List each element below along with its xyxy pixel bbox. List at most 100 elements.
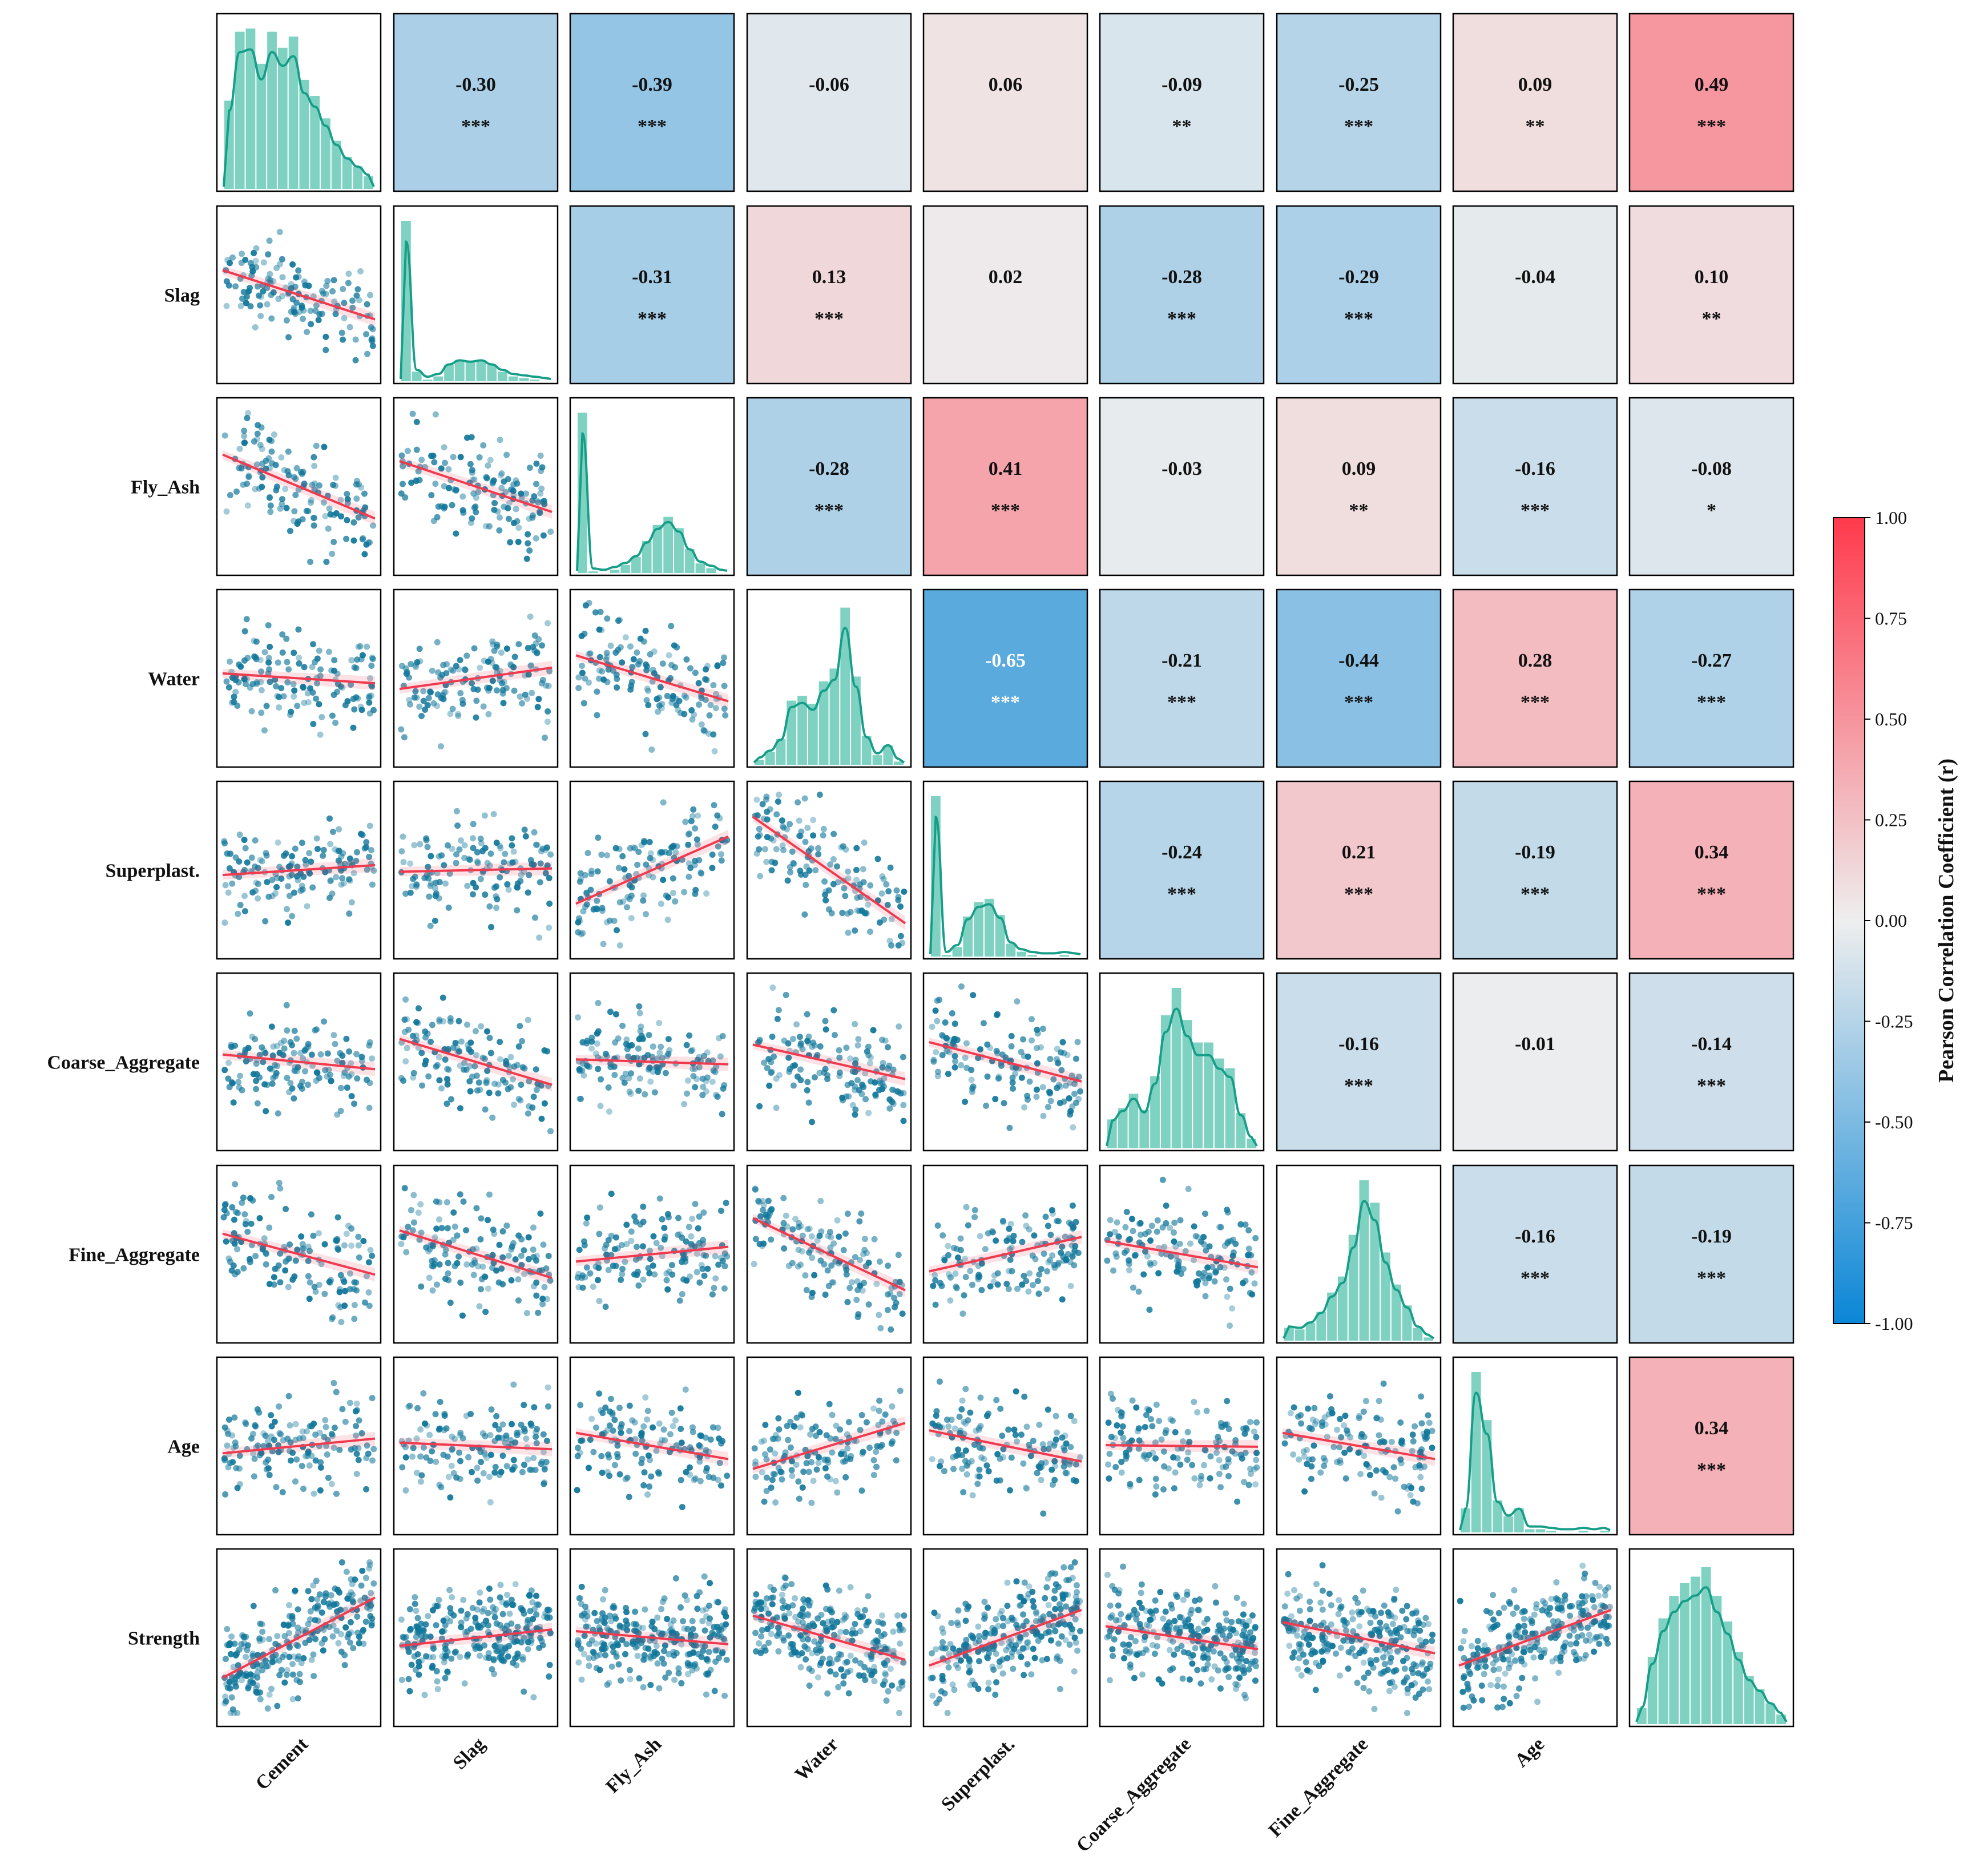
scatter-point <box>1047 1440 1054 1447</box>
scatter-point <box>605 1084 612 1091</box>
scatter-point <box>308 1656 315 1663</box>
scatter-point <box>337 1084 344 1091</box>
scatter-point <box>535 1601 542 1608</box>
scatter-point <box>854 1286 861 1293</box>
scatter-point <box>787 869 794 876</box>
scatter-point <box>221 919 228 926</box>
scatter-point <box>891 1294 898 1301</box>
scatter-point <box>1002 1054 1009 1061</box>
scatter-point <box>631 845 638 852</box>
scatter-point <box>240 1265 247 1272</box>
scatter-point <box>521 1688 527 1695</box>
correlation-value: -0.19 <box>1515 842 1555 863</box>
scatter-point <box>509 842 515 849</box>
scatter-point <box>344 496 351 503</box>
scatter-point <box>439 692 446 699</box>
scatter-point <box>471 476 478 483</box>
scatter-point <box>1127 1480 1134 1487</box>
cell-5-3 <box>746 972 912 1152</box>
scatter-point <box>670 890 677 897</box>
histogram-bar <box>851 676 861 765</box>
cell-frame <box>1099 1356 1265 1536</box>
scatter-point <box>269 1080 276 1087</box>
scatter-point <box>628 1237 635 1244</box>
scatter-point <box>481 1273 488 1280</box>
cell-2-8: -0.08* <box>1628 397 1795 576</box>
cell-frame <box>1452 780 1618 960</box>
scatter-point <box>804 1087 810 1094</box>
scatter-point <box>413 1435 420 1442</box>
cell-6-2 <box>569 1164 735 1344</box>
scatter-point <box>252 654 259 661</box>
scatter-point <box>836 1054 843 1061</box>
scatter-point <box>398 1233 405 1240</box>
scatter-point <box>1241 1479 1248 1486</box>
scatter-point <box>401 1028 408 1035</box>
scatter-point <box>661 1225 668 1232</box>
scatter-point <box>459 1435 466 1442</box>
scatter-point <box>594 712 600 719</box>
scatter-point <box>247 1258 253 1265</box>
scatter-point <box>930 1056 937 1063</box>
scatter-point <box>584 850 591 857</box>
scatter-point <box>1406 1482 1413 1489</box>
scatter-point <box>816 791 823 798</box>
scatter-point <box>596 1231 603 1237</box>
scatter-point <box>945 1252 951 1258</box>
scatter-point <box>1044 1268 1051 1275</box>
scatter-point <box>445 1474 452 1480</box>
scatter-point <box>1151 1260 1158 1266</box>
scatter-point <box>539 1296 546 1302</box>
scatter-point <box>224 256 231 263</box>
cell-2-2 <box>569 397 735 576</box>
scatter-point <box>884 902 891 909</box>
scatter-point <box>997 1477 1003 1484</box>
scatter-point <box>242 1221 249 1228</box>
scatter-point <box>1344 1430 1351 1437</box>
scatter-point <box>247 303 254 310</box>
scatter-point <box>285 1393 292 1399</box>
scatter-point <box>260 288 267 294</box>
scatter-point <box>272 890 279 897</box>
scatter-point <box>229 1204 236 1211</box>
scatter-point <box>751 1261 757 1268</box>
scatter-point <box>474 858 481 865</box>
scatter-point <box>307 1279 313 1286</box>
scatter-point <box>411 694 418 701</box>
scatter-point <box>1223 1276 1230 1283</box>
scatter-point <box>755 1039 762 1046</box>
scatter-point <box>1023 1223 1030 1229</box>
significance-stars: *** <box>991 692 1020 713</box>
cell-frame <box>922 1164 1088 1344</box>
scatter-point <box>1072 1242 1079 1249</box>
scatter-point <box>1305 1405 1312 1412</box>
scatter-point <box>1167 1224 1174 1231</box>
scatter-point <box>934 997 941 1004</box>
scatter-point <box>236 1453 243 1459</box>
scatter-point <box>467 1048 474 1055</box>
scatter-point <box>492 1463 499 1470</box>
scatter-point <box>514 1432 521 1439</box>
scatter-point <box>1041 1250 1047 1257</box>
scatter-point <box>650 874 656 881</box>
scatter-point <box>474 1643 481 1650</box>
scatter-point <box>283 906 290 913</box>
scatter-point <box>670 1423 676 1430</box>
scatter-point <box>1216 1470 1223 1477</box>
scatter-point <box>546 924 553 931</box>
scatter-point <box>596 1390 603 1397</box>
cell-frame <box>216 972 382 1152</box>
scatter-point <box>260 1059 267 1066</box>
scatter-point <box>896 1291 903 1298</box>
scatter-point <box>438 1484 445 1491</box>
scatter-point <box>852 1106 859 1113</box>
scatter-point <box>1067 1108 1074 1115</box>
scatter-point <box>451 1262 458 1269</box>
scatter-point <box>268 1193 275 1200</box>
scatter-point <box>1203 1247 1209 1254</box>
scatter-point <box>251 1455 258 1462</box>
scatter-point <box>547 851 554 858</box>
scatter-point <box>365 1450 372 1457</box>
scatter-point <box>642 627 649 634</box>
scatter-point <box>322 333 329 340</box>
